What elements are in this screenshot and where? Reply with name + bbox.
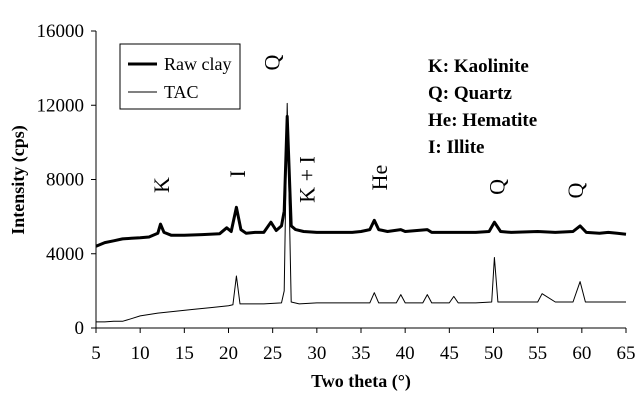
x-axis-title: Two theta (°) <box>311 371 411 392</box>
y-tick-label: 8000 <box>46 170 84 191</box>
legend-label-tac: TAC <box>164 82 199 102</box>
x-tick-label: 25 <box>263 343 282 364</box>
x-tick-label: 45 <box>440 343 459 364</box>
x-tick-label: 40 <box>396 343 415 364</box>
x-tick-label: 65 <box>617 343 636 364</box>
x-tick-label: 20 <box>219 343 238 364</box>
x-tick-label: 35 <box>352 343 371 364</box>
x-tick-label: 50 <box>484 343 503 364</box>
peak-label: Q <box>563 183 588 199</box>
legend: Raw clay TAC <box>119 43 241 110</box>
y-axis-title: Intensity (cps) <box>8 125 29 235</box>
series-line-tac <box>96 102 626 323</box>
series-layer <box>95 102 627 323</box>
x-tick-label: 5 <box>91 343 101 364</box>
peak-label: He <box>367 165 392 191</box>
key-kaolinite: K: Kaolinite <box>428 56 529 77</box>
legend-label-raw-clay: Raw clay <box>164 54 231 74</box>
y-tick-labels: 0 4000 8000 12000 16000 <box>37 21 96 339</box>
x-tick-label: 55 <box>528 343 547 364</box>
y-tick-label: 4000 <box>46 244 84 265</box>
key-quartz: Q: Quartz <box>428 83 512 104</box>
y-tick-label: 12000 <box>37 95 85 116</box>
x-tick-label: 10 <box>131 343 150 364</box>
peak-labels: K I Q K + I He Q Q <box>149 55 588 203</box>
x-tick-label: 30 <box>307 343 326 364</box>
key-illite: I: Illite <box>428 137 484 158</box>
legend-box <box>119 43 241 110</box>
x-tick-label: 15 <box>175 343 194 364</box>
series-line-raw-clay <box>95 114 627 248</box>
peak-label: Q <box>259 55 284 71</box>
y-tick-label: 16000 <box>37 21 85 42</box>
x-tick-label: 60 <box>572 343 591 364</box>
key-hematite: He: Hematite <box>428 110 537 131</box>
peak-label: I <box>225 170 250 177</box>
peak-label: K + I <box>295 156 320 203</box>
x-tick-labels: 5 10 15 20 25 30 35 40 45 50 55 60 65 <box>91 328 636 364</box>
peak-label: Q <box>485 179 510 195</box>
peak-label: K <box>149 177 174 193</box>
mineral-key: K: Kaolinite Q: Quartz He: Hematite I: I… <box>428 56 537 158</box>
y-tick-label: 0 <box>75 318 85 339</box>
